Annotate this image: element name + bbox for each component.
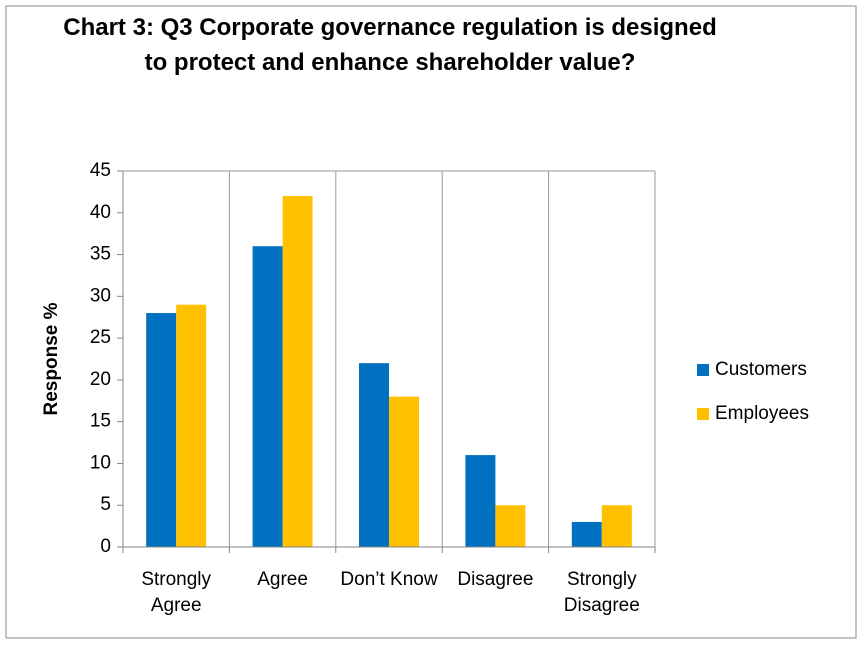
y-tick-label: 5 <box>100 494 111 515</box>
x-tick-label: Strongly Agree <box>141 569 212 616</box>
y-tick-label: 45 <box>90 160 111 181</box>
y-tick-label: 10 <box>90 452 111 473</box>
y-tick-label: 25 <box>90 327 111 348</box>
y-tick-label: 40 <box>90 202 111 223</box>
legend-label: Customers <box>715 359 807 380</box>
legend-label: Employees <box>715 403 809 424</box>
y-tick-label: 35 <box>90 244 111 265</box>
legend-swatch <box>697 364 709 376</box>
bar <box>359 363 389 547</box>
y-tick-label: 20 <box>90 369 111 390</box>
bar <box>601 505 632 547</box>
bar <box>465 455 496 547</box>
chart-title: Chart 3: Q3 Corporate governance regulat… <box>63 14 717 76</box>
legend-swatch <box>697 408 709 420</box>
y-tick-label: 0 <box>100 536 111 557</box>
x-tick-label: Strongly Disagree <box>563 569 640 616</box>
bar <box>389 396 419 547</box>
bar <box>282 196 313 548</box>
bar <box>146 313 177 547</box>
bar <box>571 521 602 547</box>
x-tick-label: Disagree <box>457 569 534 590</box>
bar <box>176 304 207 547</box>
bar <box>252 246 283 547</box>
y-tick-label: 30 <box>90 285 111 306</box>
y-axis-label: Response % <box>41 302 62 415</box>
chart-frame <box>5 5 857 639</box>
x-tick-label: Agree <box>257 569 308 590</box>
y-tick-label: 15 <box>90 411 111 432</box>
bar <box>495 505 526 547</box>
x-tick-label: Don’t Know <box>340 569 438 590</box>
